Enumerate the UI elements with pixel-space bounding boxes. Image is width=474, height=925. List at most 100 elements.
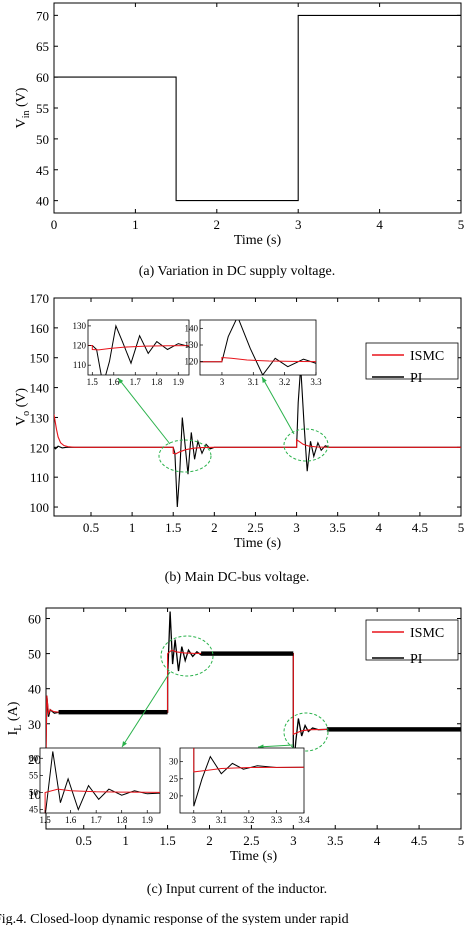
pi-ripple-band — [326, 727, 461, 732]
panel-c-inductor-current: 0.5 1 1.5 2 2.5 3 3.5 4 4.5 5 10 20 30 40 50 60 Time (s)… — [6, 607, 465, 897]
inset-x-tick-label: 3 — [192, 815, 197, 825]
inset-series-line-ismc — [88, 345, 189, 351]
figure-footer-caption: Fig.4. Closed-loop dynamic response of t… — [0, 912, 349, 925]
inset-x-tick-label: 3.3 — [271, 815, 283, 825]
legend: ISMC PI — [365, 619, 459, 667]
inset-y-tick-label: 25 — [169, 774, 179, 784]
inset-series-line-ismc — [200, 356, 316, 363]
x-tick-label: 2.5 — [243, 833, 259, 848]
inset-x-tick-label: 1.5 — [87, 377, 99, 387]
zoom-region-ellipse — [283, 712, 329, 752]
legend-label-ismc: ISMC — [410, 349, 444, 364]
inset-x-tick-label: 1.9 — [142, 815, 154, 825]
y-tick-label: 50 — [36, 132, 49, 147]
inset-y-tick-label: 55 — [29, 770, 39, 780]
x-tick-label: 4 — [376, 217, 383, 232]
inset-y-tick-label: 130 — [185, 340, 199, 350]
y-tick-label: 100 — [30, 500, 50, 515]
pi-ripple-band — [58, 709, 168, 715]
x-tick-label: 3 — [295, 217, 302, 232]
x-tick-label: 5 — [458, 520, 465, 535]
inset-x-tick-label: 3.2 — [279, 377, 290, 387]
panel-caption: (a) Variation in DC supply voltage. — [139, 264, 336, 279]
inset-series-line-pi — [193, 748, 304, 807]
legend-label-pi: PI — [410, 371, 423, 386]
x-tick-label: 1.5 — [165, 520, 181, 535]
legend: ISMC PI — [365, 342, 459, 386]
y-tick-label: 140 — [30, 381, 50, 396]
y-tick-label: 110 — [30, 470, 49, 485]
legend-frame — [365, 619, 459, 661]
x-axis-label: Time (s) — [230, 849, 278, 864]
y-axis-label: IL (A) — [6, 701, 24, 735]
x-tick-label: 4.5 — [411, 833, 427, 848]
x-tick-label: 3 — [290, 833, 297, 848]
legend-label-pi: PI — [410, 652, 423, 667]
zoom-arrow — [121, 671, 171, 748]
zoom-inset: 3 3.1 3.2 3.3 120 130 140 — [185, 319, 322, 387]
inset-y-tick-label: 45 — [29, 805, 39, 815]
x-tick-label: 2 — [211, 520, 218, 535]
x-tick-label: 4 — [374, 833, 381, 848]
x-tick-label: 1.5 — [159, 833, 175, 848]
y-tick-label: 160 — [30, 321, 50, 336]
x-tick-label: 5 — [458, 833, 465, 848]
series-line-vin — [54, 14, 461, 202]
y-tick-label: 40 — [28, 682, 41, 697]
inset-x-tick-label: 3.4 — [298, 815, 310, 825]
zoom-arrow — [261, 376, 295, 435]
inset-series-line-ismc — [193, 748, 304, 773]
panel-caption: (c) Input current of the inductor. — [147, 882, 327, 897]
x-tick-label: 3 — [293, 520, 300, 535]
inset-series-line-pi — [200, 320, 316, 375]
x-tick-label: 3.5 — [330, 520, 346, 535]
y-axis-label: Vin (V) — [14, 87, 32, 128]
inset-x-tick-label: 1.7 — [130, 377, 142, 387]
zoom-arrow-head — [262, 377, 267, 383]
zoom-inset: 1.5 1.6 1.7 1.8 1.9 45 50 55 60 — [29, 747, 161, 825]
inset-x-tick-label: 1.9 — [173, 377, 185, 387]
inset-x-tick-label: 1.7 — [91, 815, 103, 825]
x-tick-label: 3.5 — [327, 833, 343, 848]
inset-y-tick-label: 60 — [29, 753, 39, 763]
series-line-ismc — [46, 649, 461, 752]
zoom-inset: 3 3.1 3.2 3.3 3.4 20 25 30 — [169, 747, 310, 825]
legend-frame — [365, 342, 459, 380]
inset-y-tick-label: 120 — [185, 357, 199, 367]
y-tick-label: 150 — [30, 351, 50, 366]
y-tick-label: 55 — [36, 101, 49, 116]
zoom-arrow-head — [118, 378, 124, 384]
inset-y-tick-label: 140 — [185, 323, 199, 333]
inset-frame — [39, 747, 161, 814]
y-tick-label: 50 — [28, 647, 41, 662]
zoom-arrow-head — [122, 741, 127, 747]
x-tick-label: 0.5 — [83, 520, 99, 535]
y-tick-label: 65 — [36, 39, 49, 54]
inset-x-tick-label: 1.8 — [151, 377, 163, 387]
inset-y-tick-label: 120 — [73, 341, 87, 351]
zoom-region-ellipse — [283, 428, 329, 462]
x-tick-label: 1 — [122, 833, 129, 848]
y-axis-label: Vo (V) — [14, 388, 32, 426]
x-axis-label: Time (s) — [234, 233, 282, 248]
inset-x-tick-label: 1.6 — [65, 815, 77, 825]
x-tick-label: 0.5 — [76, 833, 92, 848]
plot-area-frame — [53, 2, 462, 214]
x-tick-label: 5 — [458, 217, 465, 232]
y-tick-label: 170 — [30, 291, 50, 306]
inset-x-tick-label: 1.8 — [116, 815, 128, 825]
pi-ripple-band — [201, 651, 294, 656]
inset-y-tick-label: 20 — [169, 791, 179, 801]
zoom-region-ellipse — [160, 635, 214, 677]
inset-x-tick-label: 3.2 — [243, 815, 254, 825]
y-tick-label: 30 — [28, 717, 41, 732]
zoom-region-ellipse — [158, 439, 212, 473]
x-axis-label: Time (s) — [234, 536, 282, 551]
y-tick-label: 60 — [28, 612, 41, 627]
x-tick-label: 1 — [132, 217, 139, 232]
y-tick-label: 120 — [30, 440, 50, 455]
x-tick-label: 2 — [206, 833, 213, 848]
plot-area-frame — [53, 297, 462, 517]
